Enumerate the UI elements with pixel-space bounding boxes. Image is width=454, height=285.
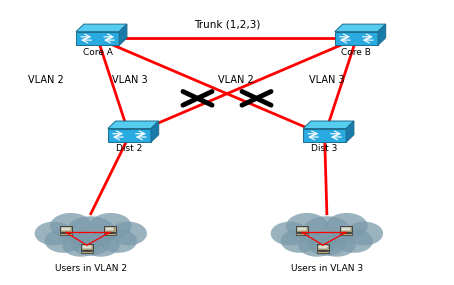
Circle shape: [336, 229, 373, 253]
Text: VLAN 3: VLAN 3: [309, 75, 345, 85]
Circle shape: [281, 229, 318, 253]
FancyBboxPatch shape: [317, 244, 329, 250]
FancyBboxPatch shape: [340, 227, 352, 232]
Text: VLAN 3: VLAN 3: [112, 75, 147, 85]
Circle shape: [302, 216, 352, 247]
Text: Dist 2: Dist 2: [116, 144, 143, 154]
FancyBboxPatch shape: [104, 233, 116, 235]
Text: Core B: Core B: [341, 48, 371, 57]
Polygon shape: [335, 32, 378, 45]
Circle shape: [71, 231, 111, 256]
FancyBboxPatch shape: [81, 251, 93, 253]
FancyBboxPatch shape: [297, 227, 307, 231]
Polygon shape: [346, 121, 354, 142]
Circle shape: [307, 231, 347, 256]
Circle shape: [298, 233, 336, 257]
Circle shape: [44, 229, 82, 253]
Circle shape: [345, 222, 383, 245]
FancyBboxPatch shape: [340, 233, 352, 235]
Circle shape: [286, 213, 328, 239]
Text: Dist 3: Dist 3: [311, 144, 338, 154]
Text: VLAN 2: VLAN 2: [218, 75, 254, 85]
Circle shape: [50, 213, 92, 239]
FancyBboxPatch shape: [82, 245, 92, 249]
Text: Trunk (1,2,3): Trunk (1,2,3): [194, 20, 260, 30]
FancyBboxPatch shape: [104, 227, 116, 232]
Polygon shape: [119, 24, 127, 45]
Polygon shape: [335, 24, 386, 32]
Circle shape: [99, 229, 137, 253]
Text: VLAN 2: VLAN 2: [28, 75, 63, 85]
Polygon shape: [76, 24, 127, 32]
Polygon shape: [151, 121, 159, 142]
Polygon shape: [76, 32, 119, 45]
FancyBboxPatch shape: [81, 244, 93, 250]
Circle shape: [62, 233, 100, 257]
Text: Core A: Core A: [83, 48, 113, 57]
Circle shape: [66, 216, 116, 247]
Circle shape: [90, 213, 132, 239]
FancyBboxPatch shape: [61, 227, 71, 231]
Polygon shape: [108, 121, 159, 129]
Polygon shape: [378, 24, 386, 45]
FancyBboxPatch shape: [341, 227, 350, 231]
FancyBboxPatch shape: [296, 227, 308, 232]
Text: Users in VLAN 2: Users in VLAN 2: [55, 264, 127, 273]
Circle shape: [82, 233, 120, 257]
Polygon shape: [303, 121, 354, 129]
FancyBboxPatch shape: [317, 251, 329, 253]
FancyBboxPatch shape: [60, 227, 72, 232]
Circle shape: [109, 222, 147, 245]
Polygon shape: [303, 129, 346, 142]
Circle shape: [35, 222, 72, 245]
Circle shape: [326, 213, 368, 239]
FancyBboxPatch shape: [60, 233, 72, 235]
Text: Users in VLAN 3: Users in VLAN 3: [291, 264, 363, 273]
Circle shape: [318, 233, 356, 257]
FancyBboxPatch shape: [296, 233, 308, 235]
Polygon shape: [108, 129, 151, 142]
FancyBboxPatch shape: [105, 227, 114, 231]
FancyBboxPatch shape: [318, 245, 328, 249]
Circle shape: [271, 222, 308, 245]
